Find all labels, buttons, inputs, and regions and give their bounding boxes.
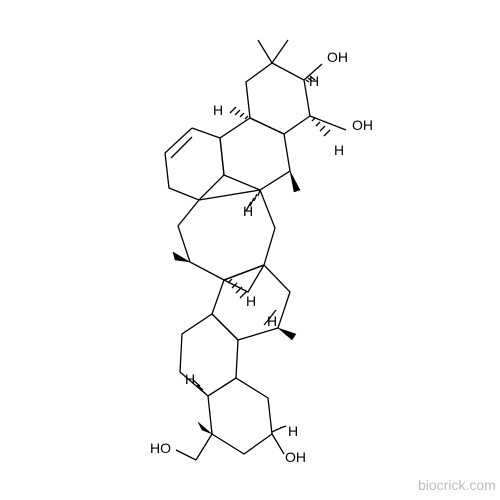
label-h2: H [334,142,344,158]
label-oh2: OH [352,117,373,133]
label-h4: H [243,203,253,219]
label-oh3: OH [285,449,306,465]
label-h5: H [246,293,256,309]
label-h3: H [213,102,223,118]
label-h7: H [185,371,195,387]
molecule-diagram: OH OH OH HO H H H H H H H H biocrick.com [0,0,500,500]
label-oh1: OH [327,49,348,65]
label-h8: H [288,423,298,439]
canvas-bg [0,0,500,500]
label-ho4: HO [150,440,171,456]
label-h1: H [309,73,319,89]
label-h6: H [267,313,277,329]
watermark-text: biocrick.com [418,477,496,493]
